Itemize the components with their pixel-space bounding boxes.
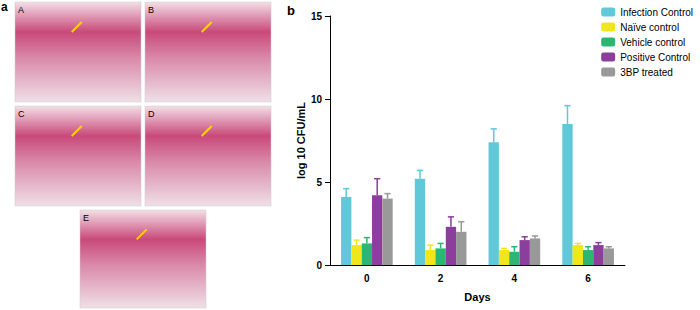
svg-text:D: D <box>148 109 155 119</box>
svg-text:6: 6 <box>585 273 591 284</box>
svg-text:0: 0 <box>316 260 322 271</box>
svg-text:Days: Days <box>464 291 490 303</box>
svg-text:b: b <box>287 3 295 18</box>
svg-text:log 10 CFU/mL: log 10 CFU/mL <box>295 102 307 179</box>
svg-text:Naïve control: Naïve control <box>620 22 679 33</box>
svg-text:5: 5 <box>316 177 322 188</box>
svg-text:a: a <box>1 0 8 14</box>
svg-text:Infection Control: Infection Control <box>620 7 693 18</box>
svg-text:E: E <box>83 213 89 223</box>
svg-text:10: 10 <box>311 94 323 105</box>
svg-text:Vehicle control: Vehicle control <box>620 37 685 48</box>
svg-text:4: 4 <box>512 273 518 284</box>
svg-text:Positive Control: Positive Control <box>620 52 690 63</box>
svg-text:2: 2 <box>438 273 444 284</box>
svg-text:0: 0 <box>364 273 370 284</box>
svg-text:3BP treated: 3BP treated <box>620 67 673 78</box>
svg-text:15: 15 <box>311 11 323 22</box>
svg-text:B: B <box>148 5 154 15</box>
svg-text:A: A <box>18 5 24 15</box>
svg-text:C: C <box>18 109 25 119</box>
